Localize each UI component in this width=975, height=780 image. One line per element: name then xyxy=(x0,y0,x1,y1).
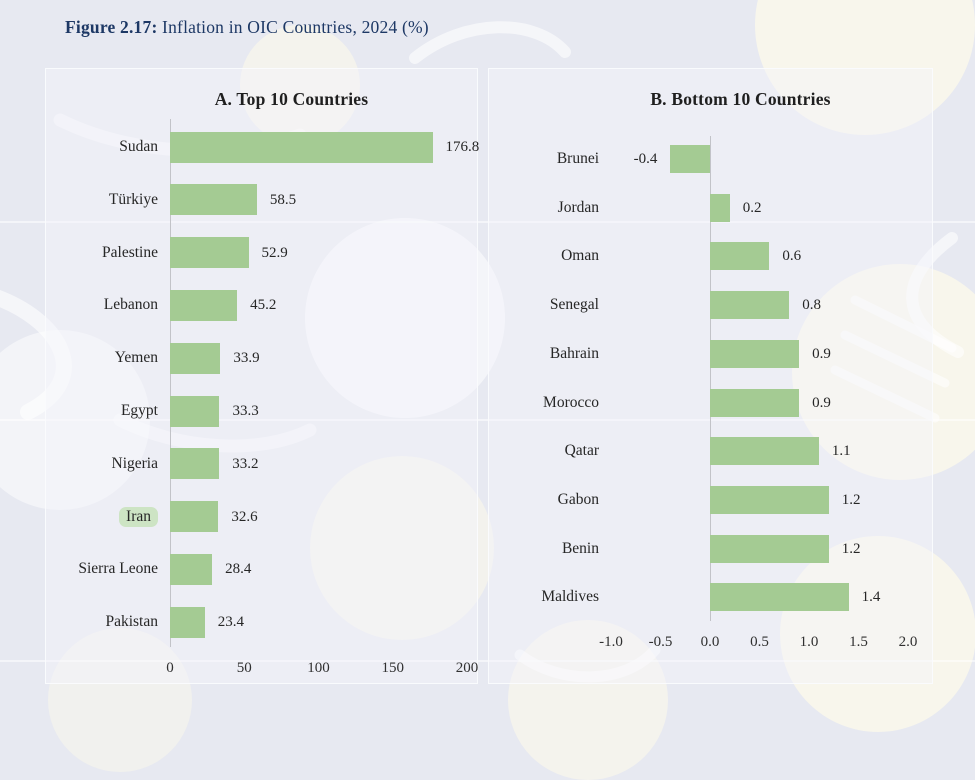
bar xyxy=(170,131,433,163)
category-label: Brunei xyxy=(556,150,599,167)
bar xyxy=(170,342,221,374)
value-label: 58.5 xyxy=(269,191,297,208)
panel-b-title: B. Bottom 10 Countries xyxy=(650,89,831,109)
figure-title: Figure 2.17: Inflation in OIC Countries,… xyxy=(65,17,429,38)
bar xyxy=(170,448,220,480)
bar xyxy=(170,184,257,216)
bar xyxy=(710,242,770,271)
bar xyxy=(170,237,249,269)
category-label: Iran xyxy=(46,505,158,529)
value-label: 33.3 xyxy=(232,403,259,419)
category-label: Benin xyxy=(561,539,599,557)
value-label: 0.9 xyxy=(812,394,831,411)
axis-tick-label: 150 xyxy=(381,660,405,676)
figure-number: Figure 2.17: xyxy=(65,17,158,37)
value-label: 1.2 xyxy=(841,491,861,508)
bar xyxy=(170,289,238,321)
axis-tick-label: 0.0 xyxy=(700,634,720,650)
category-label: Lebanon xyxy=(103,296,158,314)
category-label: Türkiye xyxy=(108,190,158,208)
bar xyxy=(710,485,829,514)
axis-zero-tick xyxy=(169,639,171,647)
bar xyxy=(710,388,800,417)
value-label: -0.4 xyxy=(633,151,658,167)
bar xyxy=(170,395,220,427)
category-label: Maldives xyxy=(541,588,599,606)
category-label: Palestine xyxy=(102,243,158,261)
axis-tick-label: 100 xyxy=(307,660,330,676)
axis-line xyxy=(709,136,711,613)
bar xyxy=(710,437,819,466)
axis-zero-tick xyxy=(709,613,711,621)
axis-tick-label: 0.5 xyxy=(750,634,769,650)
bar xyxy=(710,583,849,612)
figure-title-text: Inflation in OIC Countries, 2024 (%) xyxy=(157,17,429,37)
value-label: 33.2 xyxy=(232,455,259,472)
bar xyxy=(170,501,219,533)
value-label: 45.2 xyxy=(250,297,277,314)
category-label: Sudan xyxy=(119,138,158,155)
category-label: Egypt xyxy=(120,402,158,419)
category-label: Bahrain xyxy=(549,344,599,362)
chart-panel-bottom10: B. Bottom 10 Countries Brunei -0.4 Jordan 0… xyxy=(488,68,933,684)
category-label: Senegal xyxy=(549,296,599,314)
value-label: 0.2 xyxy=(742,199,762,216)
highlighted-category: Iran xyxy=(119,506,158,527)
value-label: 1.4 xyxy=(861,589,881,606)
category-label: Sierra Leone xyxy=(78,560,158,578)
value-label: 33.9 xyxy=(233,350,260,367)
bar xyxy=(710,339,800,368)
bar xyxy=(170,606,205,638)
category-label: Nigeria xyxy=(111,454,158,472)
value-label: 1.1 xyxy=(831,443,851,460)
category-label: Qatar xyxy=(564,442,599,460)
panel-a-title: A. Top 10 Countries xyxy=(214,89,369,109)
value-label: 176.8 xyxy=(445,139,480,155)
value-label: 52.9 xyxy=(261,244,288,261)
chart-panel-top10: A. Top 10 Countries Sudan 176.8 Türkiye 58.… xyxy=(45,68,480,684)
value-label: 0.6 xyxy=(782,248,802,265)
axis-tick-label: 200 xyxy=(455,660,479,676)
value-label: 1.2 xyxy=(841,540,861,557)
bar xyxy=(670,145,710,173)
bar xyxy=(710,193,730,222)
value-label: 23.4 xyxy=(217,614,244,631)
category-label: Jordan xyxy=(557,198,599,216)
axis-tick-label: 50 xyxy=(236,660,252,676)
category-label: Pakistan xyxy=(105,613,158,631)
category-label: Morocco xyxy=(543,393,599,411)
value-label: 28.4 xyxy=(225,561,252,578)
bar xyxy=(710,534,829,563)
value-label: 0.9 xyxy=(812,345,831,362)
axis-tick-label: 2.0 xyxy=(898,634,918,650)
axis-tick-label: 0 xyxy=(166,660,174,676)
category-label: Oman xyxy=(561,247,599,265)
bar xyxy=(710,291,790,320)
value-label: 32.6 xyxy=(231,508,258,525)
axis-line xyxy=(169,119,171,639)
category-label: Yemen xyxy=(114,349,158,367)
value-label: 0.8 xyxy=(802,297,821,314)
bar xyxy=(170,553,213,585)
category-label: Gabon xyxy=(557,490,599,508)
